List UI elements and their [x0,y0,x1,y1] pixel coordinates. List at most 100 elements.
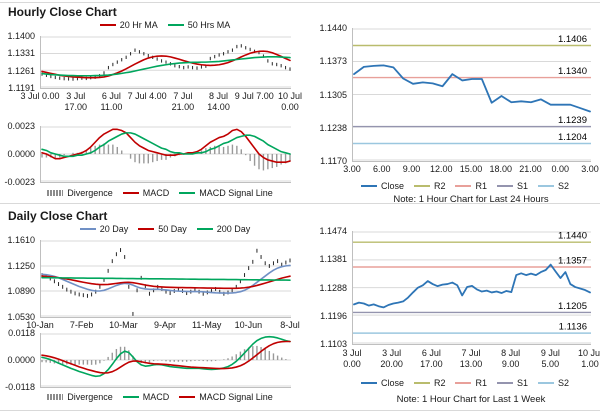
hourly-macd-legend: Divergence MACD MACD Signal Line [30,188,290,198]
legend-item: R1 [455,378,487,388]
legend-item: MACD [122,188,170,198]
x-tick-label: 10 Jul 0.00 [277,91,303,112]
x-tick-label: 12.00 [429,164,453,174]
legend-item: MACD [122,392,170,402]
hourly-pivot-x-axis: 3.00 6.00 9.00 12.00 15.00 18.00 21.00 0.00 3.00 [343,162,599,184]
y-tick-label: -0.0118 [5,382,35,392]
y-tick-label: 0.0000 [7,149,35,159]
legend-item: MACD Signal Line [179,392,273,402]
y-tick-label: 1.1288 [319,282,347,293]
legend-label: MACD [142,188,170,198]
hourly-price-x-axis: 3 Jul 0.00 3 Jul 17.00 6 Jul 11.00 7 Jul 4.00… [20,89,302,112]
legend-label: S2 [558,181,570,191]
legend-swatch [538,185,555,187]
x-tick-label: 6 Jul 11.00 [100,91,123,112]
y-tick-label: 1.1440 [319,23,347,33]
legend-label: 50 Day [158,224,187,234]
y-tick-label: -0.0023 [4,177,35,187]
svg-text:1.1340: 1.1340 [558,66,587,77]
legend-label: MACD Signal Line [199,188,273,198]
legend-swatch [360,185,377,187]
x-tick-label: 15.00 [459,164,483,174]
y-tick-label: 1.1196 [320,310,347,321]
hourly-pivot-note: Note: 1 Hour Chart for Last 24 Hours [393,194,549,205]
daily-price-y-axis: 1.1610 1.1250 1.0890 1.0530 [2,235,38,322]
legend-item: R2 [413,181,446,191]
x-tick-label: 7-Feb [69,320,94,330]
legend-swatch [455,185,472,187]
hourly-pivot-legend: Close R2 R1 S1 S2 [340,181,590,191]
legend-item: MACD Signal Line [179,188,273,198]
x-tick-label: 7 Jul 4.00 [127,91,167,101]
legend-label: R1 [475,181,487,191]
y-tick-label: 1.1373 [319,56,347,67]
hourly-pivot-chart: 1.1406 1.1340 1.1239 1.1204 [353,28,591,161]
svg-text:1.1440: 1.1440 [558,231,587,242]
legend-label: R2 [433,181,446,191]
x-tick-label: 3 Jul 0.00 [342,348,362,369]
x-tick-label: 10-Mar [109,320,138,330]
legend-swatch [179,192,196,194]
hourly-price-plot [40,36,291,89]
legend-swatch [455,382,472,384]
weekly-pivot-legend: Close R2 R1 S1 S2 [340,378,590,388]
legend-swatch [122,192,139,194]
hourly-price-chart [41,36,291,88]
legend-item: S2 [538,378,569,388]
x-tick-label: 8-Jul [280,320,300,330]
x-tick-label: 9-Apr [153,320,177,330]
x-tick-label: 3.00 [581,164,599,174]
legend-swatch [413,185,430,187]
legend-label: S2 [558,378,570,388]
legend-label: 50 Hrs MA [187,20,231,30]
y-tick-label: 1.1400 [7,31,35,41]
x-tick-label: 8 Jul 9.00 [501,348,521,369]
daily-price-chart [41,240,291,317]
y-tick-label: 1.1610 [7,235,35,245]
y-tick-label: 0.0023 [7,121,35,131]
weekly-pivot-plot: 1.1440 1.1357 1.1205 1.1136 [352,231,591,345]
y-tick-label: 1.1305 [319,89,347,100]
legend-item: 50 Day [138,224,187,234]
daily-chart-title: Daily Close Chart [8,209,108,223]
x-tick-label: 0.00 [551,164,570,174]
hourly-chart-title: Hourly Close Chart [8,5,117,19]
x-tick-label: 10-Jun [234,320,263,330]
y-tick-label: 0.0000 [7,355,35,365]
y-tick-label: 1.1170 [320,156,347,166]
legend-label: Divergence [67,188,113,198]
legend-swatch [360,382,377,384]
y-tick-label: 1.1331 [7,48,35,59]
legend-label: Close [380,181,404,191]
svg-text:1.1136: 1.1136 [559,322,587,333]
hourly-price-legend: 20 Hr MA 50 Hrs MA [40,20,290,30]
weekly-pivot-x-axis: 3 Jul 0.00 3 Jul 20.00 6 Jul 17.00 7 Jul 13.00 8… [342,346,600,370]
hourly-price-y-axis: 1.1400 1.1331 1.1261 1.1191 [2,31,38,93]
legend-swatch [79,228,96,230]
legend-item: Close [360,378,404,388]
y-tick-label: 1.1103 [320,339,347,349]
svg-text:1.1406: 1.1406 [558,34,587,45]
hourly-pivot-y-axis: 1.1440 1.1373 1.1305 1.1238 1.1170 [314,23,350,166]
y-tick-label: 0.0118 [8,328,35,338]
x-tick-label: 3 Jul 20.00 [380,348,403,369]
weekly-pivot-y-axis: 1.1474 1.1381 1.1288 1.1196 1.1103 [314,226,350,349]
legend-label: 20 Hr MA [119,20,158,30]
legend-item: Divergence [47,188,113,198]
legend-item: R2 [413,378,446,388]
legend-item: 200 Day [196,224,250,234]
hourly-pivot-plot: 1.1406 1.1340 1.1239 1.1204 [352,28,591,162]
legend-label: MACD [142,392,170,402]
daily-macd-legend: Divergence MACD MACD Signal Line [30,392,290,402]
middle-divider [0,203,600,204]
bottom-divider [0,410,600,411]
legend-item: Close [360,181,404,191]
legend-swatch [196,228,213,230]
x-tick-label: 9.00 [402,164,421,174]
legend-label: R2 [433,378,446,388]
legend-swatch [497,185,513,187]
legend-item: Divergence [47,392,113,402]
x-tick-label: 3 Jul 0.00 [20,91,60,101]
y-tick-label: 1.1191 [8,83,35,93]
